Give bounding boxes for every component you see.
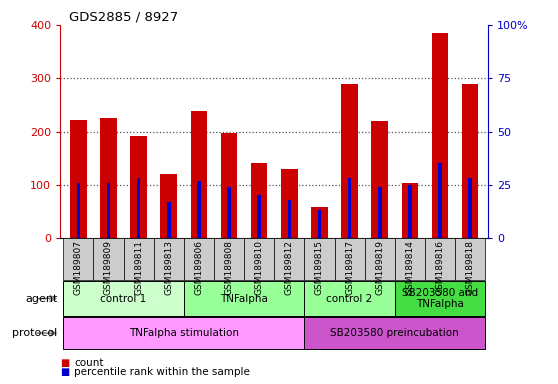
Bar — [311, 207, 328, 238]
Bar — [395, 281, 485, 316]
Text: GSM189819: GSM189819 — [375, 240, 384, 295]
Text: GSM189807: GSM189807 — [74, 240, 83, 295]
Bar — [76, 183, 80, 238]
Text: ■: ■ — [60, 358, 70, 368]
Text: agent: agent — [25, 293, 57, 304]
Bar — [348, 179, 352, 238]
Text: SB203580 preincubation: SB203580 preincubation — [330, 328, 459, 338]
Bar — [275, 238, 305, 280]
Bar — [184, 238, 214, 280]
Bar — [305, 238, 335, 280]
Bar — [408, 185, 412, 238]
Bar — [100, 118, 117, 238]
Text: GSM189811: GSM189811 — [134, 240, 143, 295]
Bar — [378, 187, 382, 238]
Text: count: count — [74, 358, 104, 368]
Text: GDS2885 / 8927: GDS2885 / 8927 — [69, 11, 178, 24]
Bar — [184, 281, 305, 316]
Text: GSM189806: GSM189806 — [194, 240, 204, 295]
Bar — [123, 238, 153, 280]
Bar — [287, 200, 291, 238]
Bar — [227, 187, 231, 238]
Text: GSM189809: GSM189809 — [104, 240, 113, 295]
Bar — [395, 238, 425, 280]
Text: GSM189813: GSM189813 — [164, 240, 174, 295]
Bar — [281, 169, 297, 238]
Bar — [425, 238, 455, 280]
Bar — [153, 238, 184, 280]
Bar — [63, 238, 93, 280]
Text: GSM189815: GSM189815 — [315, 240, 324, 295]
Text: TNFalpha: TNFalpha — [220, 293, 268, 304]
Text: ■: ■ — [60, 367, 70, 377]
Text: percentile rank within the sample: percentile rank within the sample — [74, 367, 250, 377]
Bar — [197, 180, 201, 238]
Text: TNFalpha stimulation: TNFalpha stimulation — [129, 328, 239, 338]
Bar — [107, 183, 110, 238]
Bar — [468, 179, 472, 238]
Text: GSM189810: GSM189810 — [254, 240, 264, 295]
Bar — [335, 238, 365, 280]
Text: control 2: control 2 — [326, 293, 373, 304]
Bar — [63, 281, 184, 316]
Bar — [318, 210, 321, 238]
Text: GSM189808: GSM189808 — [224, 240, 234, 295]
Text: GSM189817: GSM189817 — [345, 240, 354, 295]
Bar — [305, 318, 485, 349]
Bar — [191, 111, 207, 238]
Text: SB203580 and
TNFalpha: SB203580 and TNFalpha — [402, 288, 478, 310]
Bar — [341, 84, 358, 238]
Bar — [137, 179, 141, 238]
Text: GSM189816: GSM189816 — [436, 240, 445, 295]
Text: GSM189814: GSM189814 — [405, 240, 415, 295]
Bar — [221, 132, 237, 238]
Bar — [63, 318, 305, 349]
Bar — [70, 120, 86, 238]
Bar — [402, 183, 418, 238]
Bar — [167, 202, 171, 238]
Bar — [161, 174, 177, 238]
Text: control 1: control 1 — [100, 293, 147, 304]
Bar — [257, 195, 261, 238]
Bar — [305, 281, 395, 316]
Bar — [432, 33, 448, 238]
Text: protocol: protocol — [12, 328, 57, 338]
Bar — [251, 164, 267, 238]
Bar — [462, 84, 478, 238]
Bar — [455, 238, 485, 280]
Bar — [244, 238, 275, 280]
Bar — [438, 164, 442, 238]
Text: GSM189812: GSM189812 — [285, 240, 294, 295]
Bar — [372, 121, 388, 238]
Text: GSM189818: GSM189818 — [466, 240, 475, 295]
Bar — [93, 238, 123, 280]
Bar — [214, 238, 244, 280]
Bar — [131, 136, 147, 238]
Bar — [365, 238, 395, 280]
